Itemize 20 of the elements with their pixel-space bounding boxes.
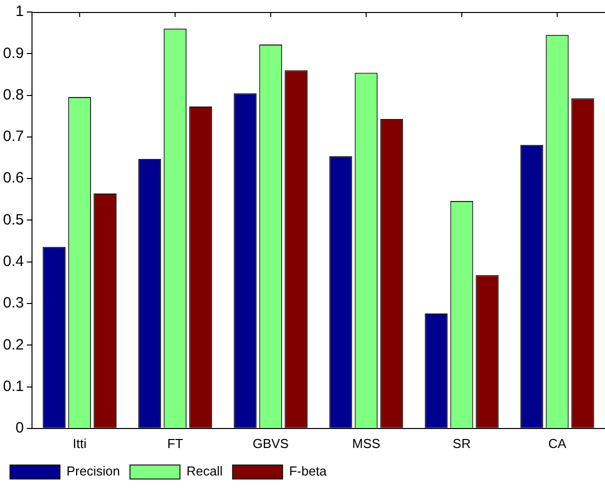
- y-tick-label: 0.3: [2, 294, 24, 312]
- y-tick-label: 0.5: [2, 211, 24, 228]
- y-tick-label: 0.1: [2, 378, 24, 395]
- y-tick-label: 0.2: [2, 336, 24, 354]
- legend-label: Precision: [66, 464, 120, 479]
- x-tick-label: CA: [548, 436, 567, 451]
- y-tick-label: 0.7: [2, 128, 24, 146]
- x-tick-label: MSS: [352, 436, 381, 451]
- y-tick-label: 0: [16, 420, 24, 437]
- y-tick-label: 0.9: [2, 44, 24, 62]
- x-tick-label: FT: [167, 436, 184, 451]
- x-tick-label: SR: [452, 436, 471, 451]
- y-tick-label: 0.4: [2, 252, 24, 270]
- legend-label: Recall: [186, 464, 223, 479]
- legend-label: F-beta: [289, 464, 328, 479]
- x-tick-label: Itti: [72, 436, 87, 451]
- y-tick-label: 1: [16, 3, 24, 20]
- y-tick-label: 0.6: [2, 170, 24, 187]
- y-tick-label: 0.8: [2, 86, 24, 104]
- x-tick-label: GBVS: [252, 436, 290, 451]
